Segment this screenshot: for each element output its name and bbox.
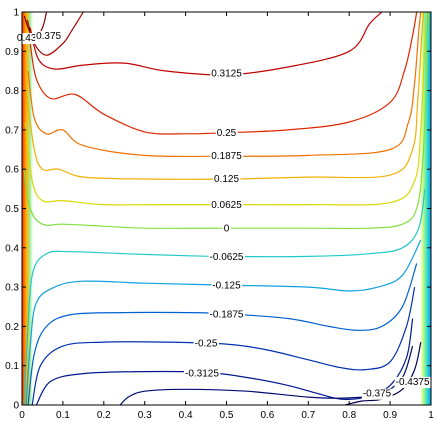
contour-label-background	[193, 338, 219, 350]
contour-line-12	[31, 286, 416, 405]
contour-line-14	[119, 345, 414, 405]
contour-label-5: 0.1875	[211, 151, 242, 162]
y-tick-label: 0.9	[5, 47, 19, 58]
y-tick-label: 0.4	[5, 243, 19, 254]
contour-line-3	[29, 12, 383, 76]
x-tick-label: 0.2	[97, 410, 111, 421]
x-tick-label: 0.8	[342, 410, 356, 421]
contour-line-15	[344, 341, 422, 405]
y-axis: 0 0.1 0.2 0.3 0.4 0.5 0.6 0.7 0.8 0.9 1	[5, 8, 431, 412]
y-tick-label: 0.8	[5, 86, 19, 97]
contour-label-12: -0.25	[195, 338, 218, 349]
y-tick-label: 0.6	[5, 165, 19, 176]
contour-label-1: 0.4375	[17, 33, 48, 44]
contour-label-13: -0.3125	[185, 368, 219, 379]
contour-label-background	[35, 31, 63, 43]
contour-label-background	[208, 251, 245, 263]
y-tick-label: 1	[13, 8, 19, 19]
contour-label-background	[210, 200, 244, 212]
y-tick-label: 0	[13, 401, 19, 412]
contour-label-background	[210, 150, 244, 162]
contour-label-15: -0.4375	[396, 377, 430, 388]
contour-label-2: 0.375	[36, 31, 61, 42]
x-tick-label: 0	[19, 410, 25, 421]
contour-line-13	[35, 318, 414, 405]
contour-label-9: -0.0625	[210, 252, 244, 263]
contour-label-3: 0.3125	[211, 68, 242, 79]
contour-label-background	[211, 280, 243, 292]
contour-label-background	[183, 368, 221, 380]
x-tick-label: 0.3	[138, 410, 152, 421]
y-tick-label: 0.7	[5, 125, 19, 136]
x-tick-label: 0.5	[220, 410, 234, 421]
contour-label-11: -0.1875	[210, 309, 244, 320]
contour-line-9	[23, 188, 426, 405]
x-tick-label: 1	[428, 410, 434, 421]
y-tick-label: 0.2	[5, 322, 19, 333]
contour-label-background	[394, 376, 431, 388]
x-tick-label: 0.7	[301, 410, 315, 421]
x-tick-label: 0.9	[383, 410, 397, 421]
y-tick-label: 0.3	[5, 283, 19, 294]
contour-line-10	[25, 239, 422, 405]
x-axis: 0 0.1 0.2 0.3 0.4 0.5 0.6 0.7 0.8 0.9 1	[19, 12, 434, 421]
x-tick-label: 0.4	[179, 410, 193, 421]
left-boundary-gradient	[22, 12, 34, 405]
contour-label-4: 0.25	[217, 128, 237, 139]
contour-label-background	[15, 33, 49, 45]
contour-label-background	[212, 174, 241, 186]
contour-line-4	[29, 12, 418, 135]
contour-label-6: 0.125	[214, 174, 239, 185]
contour-label-14: -0.375	[363, 389, 392, 400]
contour-label-background	[215, 128, 238, 140]
x-tick-label: 0.1	[56, 410, 70, 421]
y-tick-label: 0.5	[5, 204, 19, 215]
x-tick-label: 0.6	[260, 410, 274, 421]
contour-label-background	[210, 68, 244, 80]
contour-label-10: -0.125	[212, 281, 241, 292]
contour-line-8	[23, 12, 430, 230]
contour-label-7: 0.0625	[211, 200, 242, 211]
contour-label-8: 0	[224, 224, 230, 235]
y-tick-label: 0.1	[5, 361, 19, 372]
contour-label-background	[222, 223, 231, 235]
contour-label-background	[361, 388, 393, 400]
contour-label-background	[208, 309, 245, 321]
